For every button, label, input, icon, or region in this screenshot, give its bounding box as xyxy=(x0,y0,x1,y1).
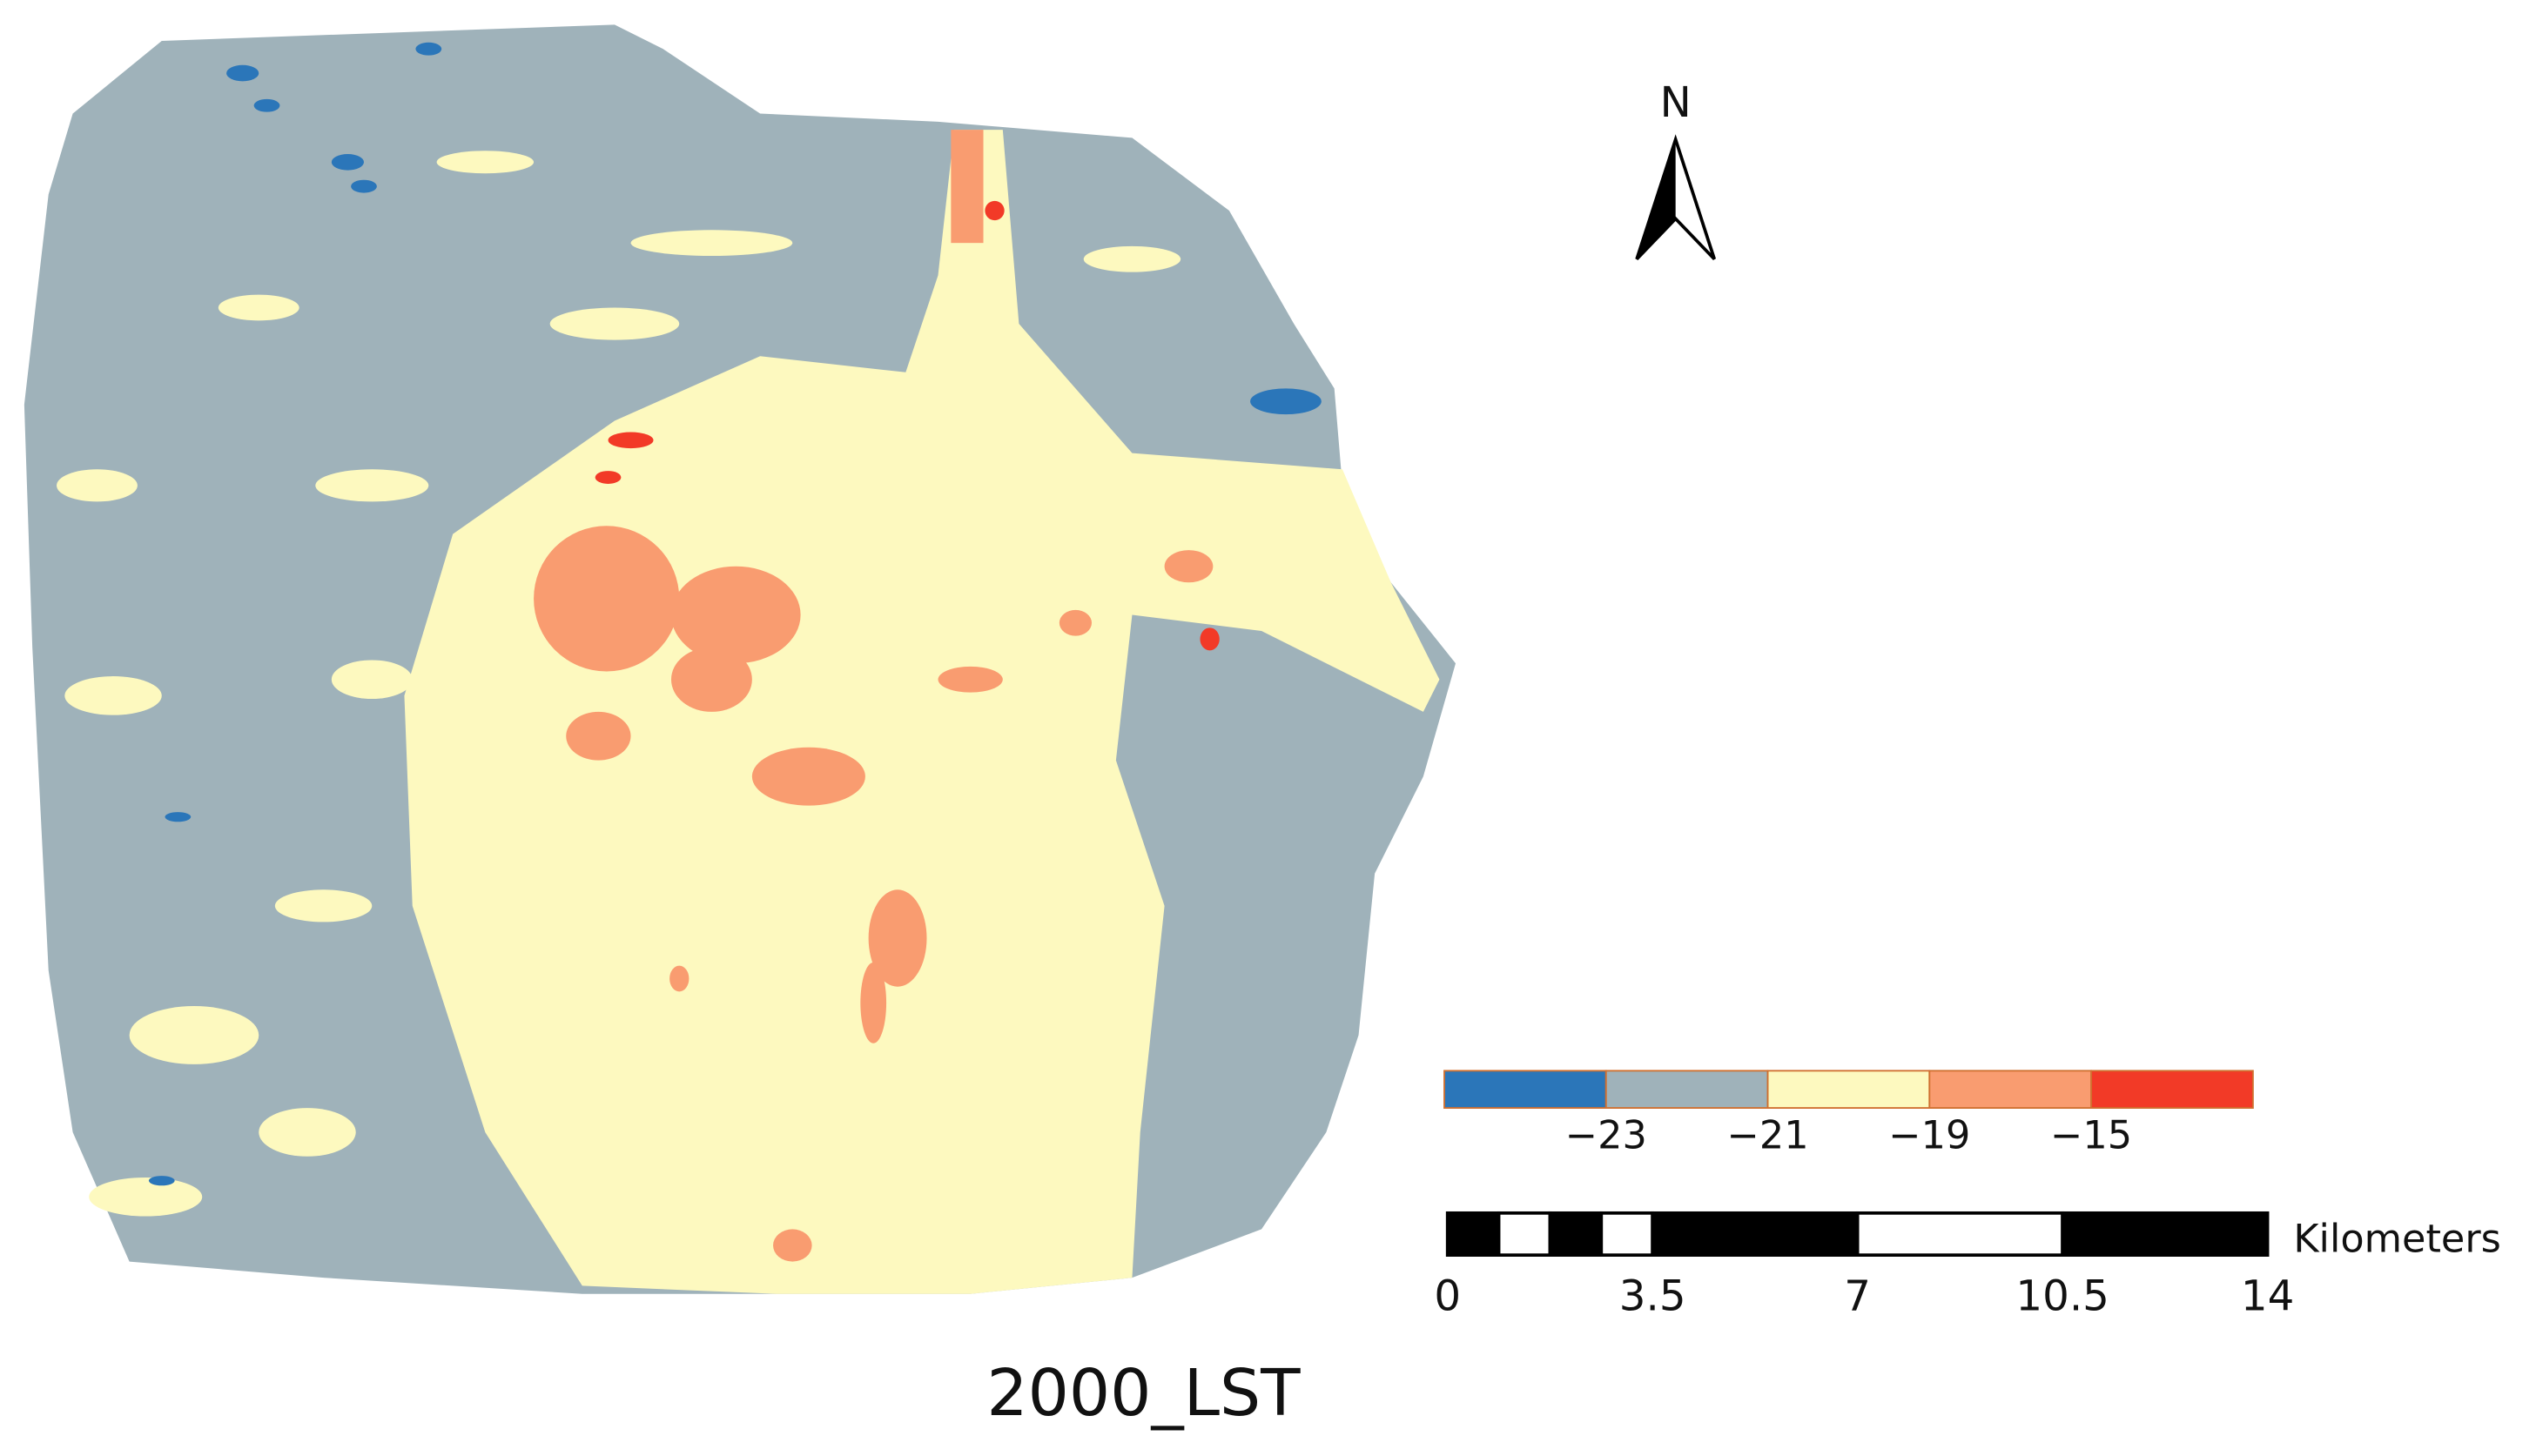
warm-specks xyxy=(57,151,1295,1217)
hottest-patches xyxy=(595,200,1220,651)
legend-label: −15 xyxy=(2050,1113,2132,1158)
scale-unit: Kilometers xyxy=(2293,1216,2501,1261)
legend-swatch xyxy=(1604,1070,1769,1110)
north-label: N xyxy=(1660,78,1692,127)
legend-swatch xyxy=(1928,1070,2093,1110)
hot-patches xyxy=(534,130,1214,1262)
north-arrow: N xyxy=(1635,78,1717,261)
legend-swatch xyxy=(1766,1070,1931,1110)
legend-label: −23 xyxy=(1565,1113,1647,1158)
scale-bar: 0 3.5 7 10.5 14 Kilometers xyxy=(1434,1211,2501,1320)
scale-tick-label: 0 xyxy=(1434,1271,1461,1320)
scale-segment xyxy=(1599,1211,1655,1257)
legend-swatch xyxy=(1443,1070,1607,1110)
scale-segment xyxy=(1445,1211,1501,1257)
scale-segment xyxy=(2061,1211,2270,1257)
legend: −23 −21 −19 −15 xyxy=(1443,1070,2254,1158)
scale-tick-label: 14 xyxy=(2241,1271,2294,1320)
scale-segment xyxy=(1497,1211,1552,1257)
legend-label: −21 xyxy=(1727,1113,1809,1158)
scale-tick-label: 3.5 xyxy=(1619,1271,1686,1320)
scale-segment xyxy=(1855,1211,2064,1257)
legend-swatch xyxy=(2090,1070,2254,1110)
map-title: 2000_LST xyxy=(986,1355,1301,1431)
scale-segment xyxy=(1651,1211,1860,1257)
scale-tick-label: 7 xyxy=(1844,1271,1871,1320)
warm-zone xyxy=(404,130,1440,1294)
cool-patches xyxy=(148,42,1322,1186)
north-arrow-fill xyxy=(1637,139,1676,259)
scale-segment xyxy=(1548,1211,1604,1257)
scale-tick-label: 10.5 xyxy=(2015,1271,2109,1320)
lst-raster xyxy=(24,24,1456,1294)
legend-label: −19 xyxy=(1888,1113,1970,1158)
